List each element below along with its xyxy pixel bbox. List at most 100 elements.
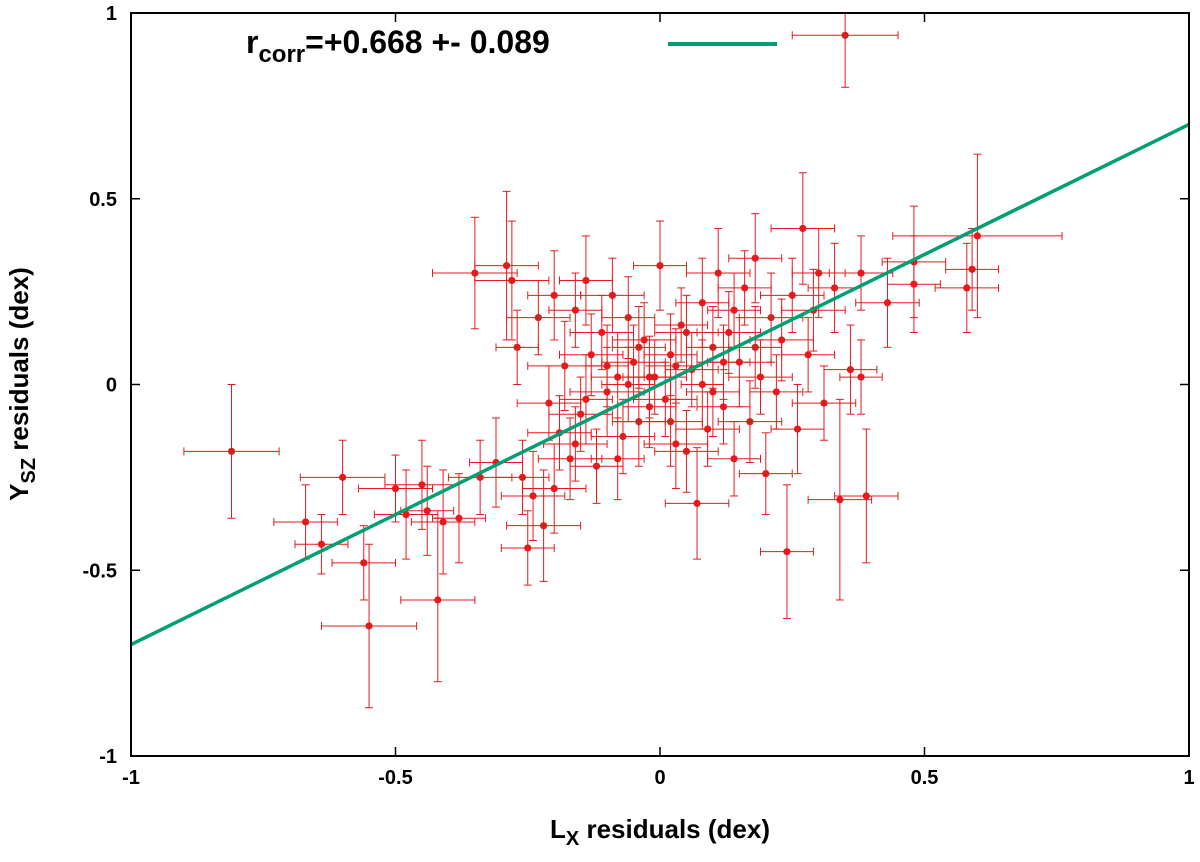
data-point — [611, 305, 666, 389]
data-point — [791, 365, 857, 441]
data-point — [728, 339, 793, 415]
point-marker — [730, 455, 738, 463]
data-point — [183, 384, 280, 519]
data-point — [728, 213, 783, 304]
x-tick-label: 0.5 — [911, 767, 939, 789]
data-point — [707, 421, 762, 497]
point-marker — [677, 321, 685, 329]
point-marker — [968, 265, 976, 273]
point-marker — [439, 518, 447, 526]
point-marker — [746, 418, 754, 426]
point-marker — [751, 343, 759, 351]
point-marker — [698, 380, 706, 389]
point-marker — [423, 507, 431, 515]
data-point — [585, 324, 629, 408]
point-marker — [540, 522, 548, 530]
data-point — [521, 443, 587, 534]
data-point — [601, 276, 656, 359]
point-marker — [566, 455, 574, 463]
point-marker — [656, 262, 664, 270]
point-marker — [830, 284, 839, 292]
point-marker — [836, 496, 844, 504]
point-marker — [391, 484, 400, 493]
data-point — [770, 384, 825, 475]
y-tick-label: 1 — [106, 3, 117, 25]
point-marker — [587, 351, 595, 359]
point-marker — [762, 470, 770, 478]
y-tick-label: -0.5 — [83, 560, 117, 582]
point-marker — [788, 291, 796, 299]
point-marker — [645, 373, 654, 381]
data-point — [400, 465, 455, 556]
point-marker — [624, 380, 632, 389]
data-point — [717, 250, 772, 326]
data-point — [892, 153, 1063, 319]
point-marker — [772, 388, 780, 396]
point-marker — [719, 358, 728, 366]
data-point — [760, 484, 814, 620]
point-marker — [317, 540, 326, 548]
point-marker — [582, 276, 590, 285]
data-point — [331, 525, 396, 601]
data-point — [527, 250, 582, 341]
x-tick-label: 1 — [1183, 767, 1194, 789]
point-marker — [402, 510, 410, 519]
data-point — [633, 361, 698, 438]
data-point — [675, 391, 740, 467]
point-marker — [518, 473, 527, 481]
fit-line — [131, 122, 1189, 647]
point-marker — [719, 403, 728, 411]
data-point — [839, 339, 883, 415]
x-tick-label: -1 — [122, 767, 140, 789]
data-point — [934, 242, 1000, 333]
y-tick-label: -1 — [99, 746, 117, 768]
point-marker — [672, 362, 680, 370]
data-point — [749, 354, 804, 430]
data-point — [881, 205, 947, 319]
data-point — [558, 313, 624, 397]
point-marker — [725, 328, 733, 337]
point-marker — [434, 596, 442, 604]
x-tick-label: -0.5 — [378, 767, 412, 789]
point-marker — [799, 224, 807, 233]
data-point — [299, 439, 386, 516]
data-point — [685, 227, 751, 319]
point-marker — [973, 232, 982, 240]
data-point — [633, 220, 687, 311]
point-marker — [524, 544, 532, 552]
point-marker — [614, 373, 622, 381]
data-point — [558, 235, 613, 326]
data-point — [590, 417, 645, 501]
point-marker — [963, 284, 971, 292]
y-tick-label: 0 — [106, 375, 117, 397]
x-tick-label: 0 — [654, 767, 665, 789]
point-marker — [862, 492, 870, 500]
data-point — [654, 294, 719, 371]
point-marker — [577, 410, 585, 418]
data-point — [294, 514, 349, 575]
data-point — [432, 473, 486, 564]
data-point — [373, 469, 439, 560]
point-marker — [666, 351, 675, 359]
point-marker — [661, 395, 669, 403]
data-points — [183, 13, 1063, 709]
point-marker — [815, 269, 823, 277]
point-marker — [571, 440, 579, 448]
data-point — [738, 432, 793, 516]
point-marker — [730, 306, 738, 314]
x-axis-ticks: -1 -0.5 0 0.5 1 — [122, 13, 1195, 789]
data-point — [580, 257, 645, 333]
point-marker — [508, 276, 516, 285]
point-marker — [883, 299, 892, 307]
point-marker — [820, 399, 828, 407]
data-point — [834, 428, 899, 564]
data-point — [627, 335, 672, 419]
data-point — [638, 376, 703, 467]
data-point — [791, 13, 899, 88]
data-point — [781, 317, 836, 393]
data-point — [495, 309, 539, 385]
data-point — [945, 227, 1000, 311]
point-marker — [365, 622, 373, 630]
